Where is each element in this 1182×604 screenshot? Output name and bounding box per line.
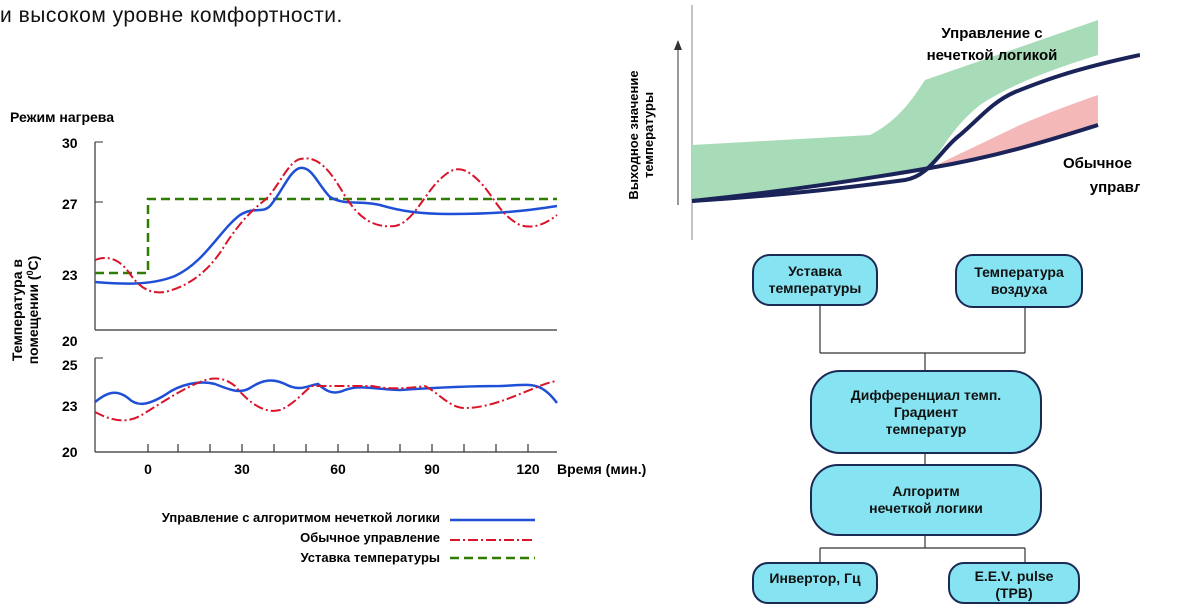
setpoint-line — [95, 197, 557, 275]
fuzzy-label-line1: Управление с — [941, 25, 1042, 42]
y-axis-label-sup: 0 — [25, 270, 35, 275]
y-axis-label: Температура в помещении (0C) — [9, 256, 41, 365]
y-axis-label-line2: помещении ( — [25, 275, 41, 364]
upper-tick-30: 30 — [62, 135, 78, 151]
legend-fuzzy-label: Управление с алгоритмом нечеткой логики — [162, 510, 440, 525]
conventional-line-upper — [94, 157, 558, 294]
conventional-line-lower — [94, 377, 558, 422]
y-axis-label-end: C) — [25, 256, 41, 271]
heating-mode-chart: Режим нагрева Температура в помещении (0… — [9, 109, 646, 565]
algorithm-box: Алгоритм нечеткой логики — [810, 464, 1042, 536]
lower-tick-20: 20 — [62, 444, 78, 460]
fuzzy-line — [691, 53, 1140, 203]
output-y-label-line1: Выходное значение — [626, 70, 641, 199]
output-y-axis-label: Выходное значение температуры — [626, 70, 656, 199]
setpoint-box: Уставка температуры — [752, 254, 878, 306]
inverter-box: Инвертор, Гц — [752, 562, 878, 604]
conventional-region-right — [930, 95, 1098, 168]
output-value-chart: Выходное значение температуры Управление… — [626, 5, 1140, 240]
svg-text:помещении (0C): помещении (0C) — [25, 256, 41, 365]
fuzzy-label-line2: нечеткой логикой — [927, 47, 1058, 64]
upper-tick-27: 27 — [62, 196, 78, 212]
fuzzy-region — [692, 20, 1098, 200]
upper-tick-20: 20 — [62, 333, 78, 349]
x-tick-0: 0 — [144, 461, 152, 477]
conv-label-line2: управление — [1090, 179, 1140, 196]
intro-text: и высоком уровне комфортности. — [0, 4, 343, 27]
output-y-label-line2: температуры — [641, 92, 656, 178]
differential-box: Дифференциал темп. Градиент температур — [810, 370, 1042, 454]
lower-tick-25: 25 — [62, 357, 78, 373]
chart-title: Режим нагрева — [10, 109, 114, 125]
legend-conventional-label: Обычное управление — [300, 530, 440, 545]
fuzzy-line-upper — [94, 166, 558, 285]
x-tick-30: 30 — [234, 461, 250, 477]
y-axis-label-line1: Температура в — [9, 259, 25, 361]
x-tick-120: 120 — [516, 461, 540, 477]
x-axis-label: Время (мин.) — [557, 461, 646, 477]
x-tick-60: 60 — [330, 461, 346, 477]
fuzzy-line-lower — [94, 379, 559, 406]
air-temp-box: Температура воздуха — [955, 254, 1083, 308]
x-tick-90: 90 — [424, 461, 440, 477]
conv-label-line1: Обычное — [1063, 155, 1132, 172]
legend-setpoint-label: Уставка температуры — [300, 550, 440, 565]
upper-tick-23: 23 — [62, 267, 78, 283]
lower-tick-23: 23 — [62, 398, 78, 414]
flow-connectors — [819, 303, 1026, 563]
eev-box: E.E.V. pulse (ТРВ) — [948, 562, 1080, 604]
